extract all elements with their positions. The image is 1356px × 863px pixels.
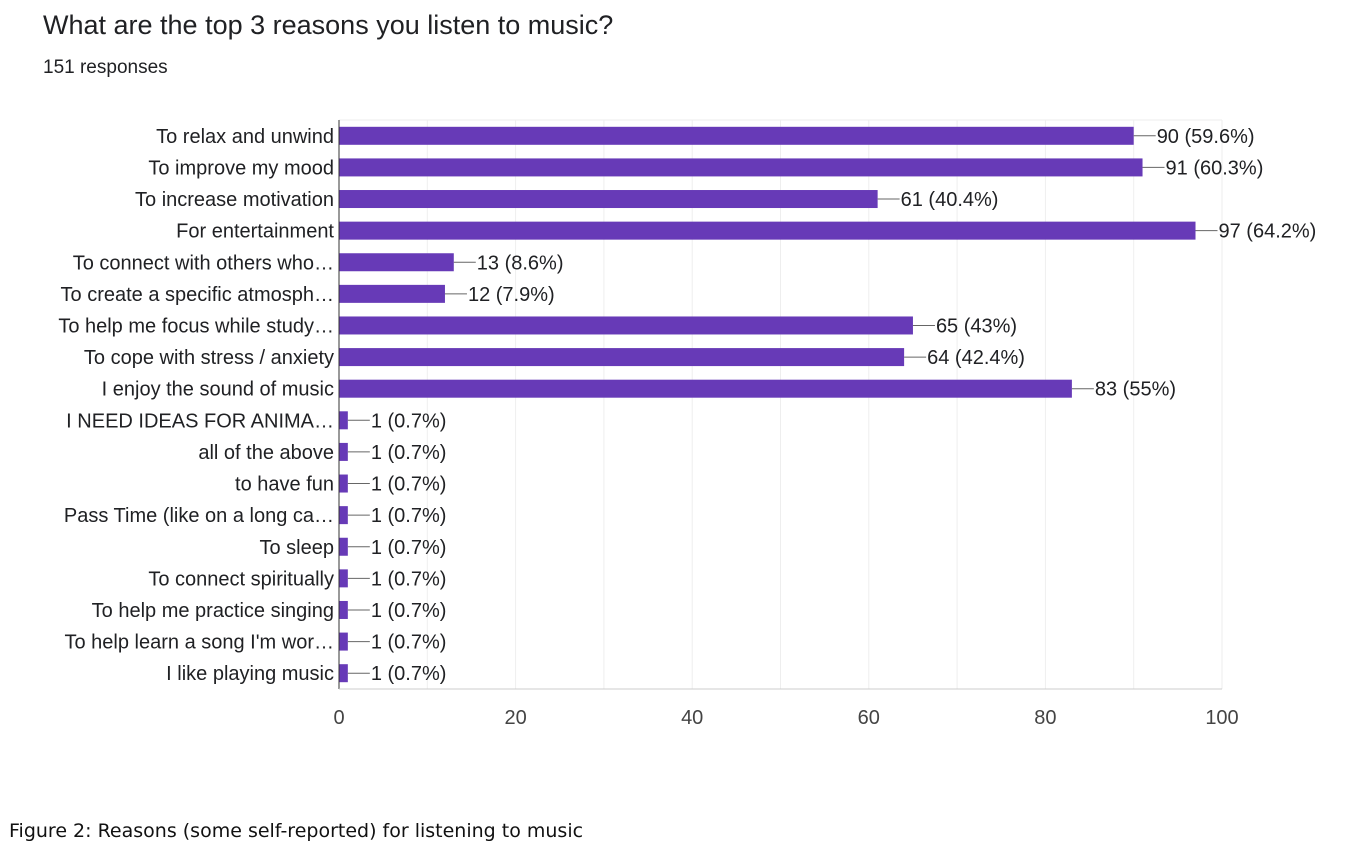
data-label: 1 (0.7%) xyxy=(371,568,447,590)
bar-chart: 0 20 40 60 80 100 90 (59.6%) To relax and unwi… xyxy=(58,119,1316,729)
data-label: 1 (0.7%) xyxy=(371,474,447,496)
figure-caption: Figure 2: Reasons (some self-reported) f… xyxy=(9,820,584,842)
data-label: 12 (7.9%) xyxy=(468,284,555,306)
category-label: Pass Time (like on a long ca… xyxy=(64,505,334,527)
category-label: to have fun xyxy=(235,474,334,496)
bar xyxy=(339,348,905,367)
data-label: 1 (0.7%) xyxy=(371,632,447,654)
data-label: 61 (40.4%) xyxy=(901,189,999,211)
category-label: To create a specific atmosph… xyxy=(61,284,334,306)
bar xyxy=(339,474,348,493)
data-label: 13 (8.6%) xyxy=(477,252,564,274)
category-label: I like playing music xyxy=(166,663,334,685)
data-label: 64 (42.4%) xyxy=(927,347,1025,369)
category-label: For entertainment xyxy=(176,221,334,243)
x-tick-label: 40 xyxy=(681,707,703,729)
x-tick-label: 100 xyxy=(1205,707,1238,729)
category-label: To increase motivation xyxy=(135,189,334,211)
category-label: To connect with others who… xyxy=(73,252,334,274)
bar xyxy=(339,190,878,209)
bar xyxy=(339,221,1196,240)
data-label: 1 (0.7%) xyxy=(371,505,447,527)
category-label: To help me focus while study… xyxy=(58,315,334,337)
x-tick-label: 60 xyxy=(858,707,880,729)
data-label: 1 (0.7%) xyxy=(371,410,447,432)
category-label: To help learn a song I'm wor… xyxy=(64,632,334,654)
category-label: all of the above xyxy=(198,442,334,464)
category-label: I NEED IDEAS FOR ANIMA… xyxy=(66,410,334,432)
category-label: To sleep xyxy=(260,537,335,559)
data-label: 1 (0.7%) xyxy=(371,442,447,464)
data-label: 1 (0.7%) xyxy=(371,600,447,622)
bar xyxy=(339,569,348,588)
x-tick-label: 80 xyxy=(1034,707,1056,729)
grid-lines xyxy=(339,119,1223,689)
bar xyxy=(339,253,454,272)
data-label: 1 (0.7%) xyxy=(371,537,447,559)
data-label: 65 (43%) xyxy=(936,315,1017,337)
bar xyxy=(339,537,348,556)
data-label: 97 (64.2%) xyxy=(1219,221,1317,243)
data-label: 91 (60.3%) xyxy=(1166,157,1264,179)
bar xyxy=(339,442,348,461)
category-label: I enjoy the sound of music xyxy=(102,379,334,401)
axes: 0 20 40 60 80 100 xyxy=(333,120,1239,729)
bar xyxy=(339,632,348,651)
bar xyxy=(339,600,348,619)
category-label: To cope with stress / anxiety xyxy=(84,347,334,369)
bars xyxy=(339,126,1196,683)
category-label: To help me practice singing xyxy=(92,600,334,622)
bar xyxy=(339,664,348,683)
bar xyxy=(339,126,1134,145)
data-label: 1 (0.7%) xyxy=(371,663,447,685)
category-label: To connect spiritually xyxy=(148,568,334,590)
category-label: To improve my mood xyxy=(148,157,334,179)
bar xyxy=(339,411,348,430)
bar xyxy=(339,379,1072,398)
bar xyxy=(339,506,348,525)
category-label: To relax and unwind xyxy=(156,126,334,148)
x-tick-label: 0 xyxy=(333,707,344,729)
bar xyxy=(339,316,913,335)
data-label: 90 (59.6%) xyxy=(1157,126,1255,148)
chart-subtitle: 151 responses xyxy=(43,57,168,78)
chart-title: What are the top 3 reasons you listen to… xyxy=(43,10,614,40)
bar xyxy=(339,284,445,303)
data-label: 83 (55%) xyxy=(1095,379,1176,401)
x-tick-label: 20 xyxy=(504,707,526,729)
bar xyxy=(339,158,1143,177)
labels: 90 (59.6%) To relax and unwind 91 (60.3%) T… xyxy=(58,126,1316,685)
